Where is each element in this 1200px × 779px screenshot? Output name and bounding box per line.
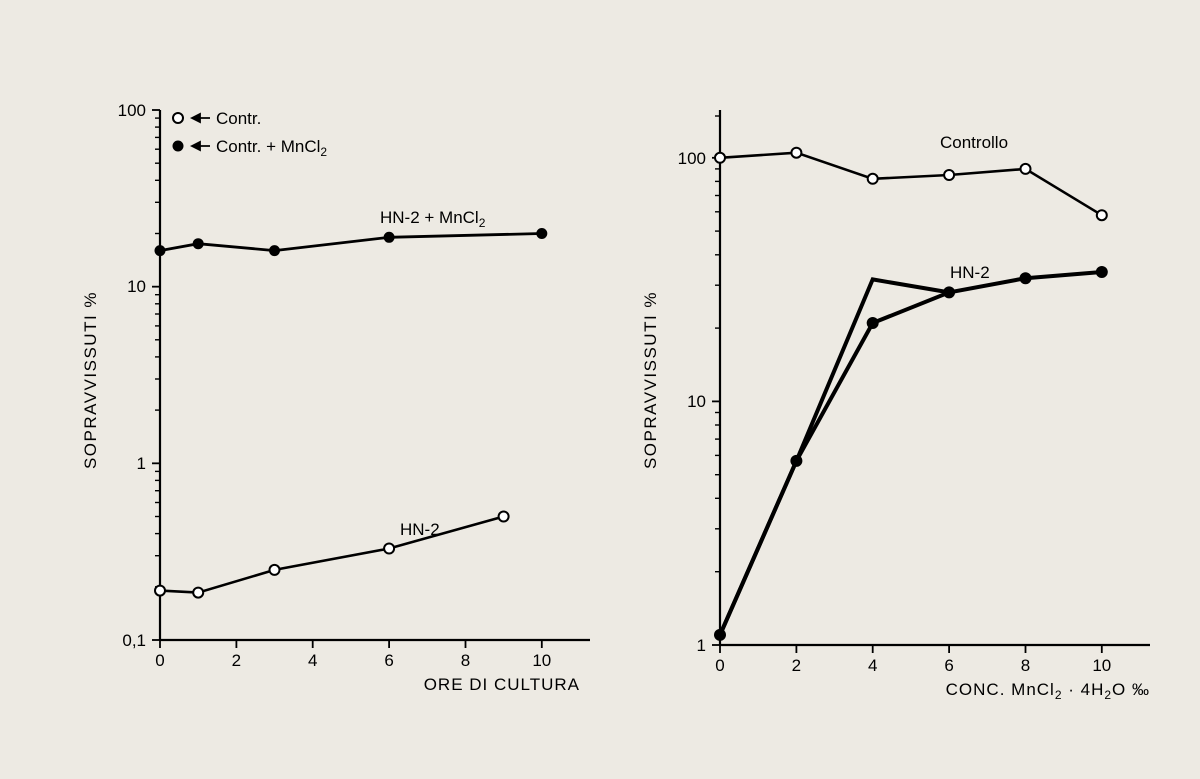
x-axis-right: 0 2 4 6 8 10 [715,645,1111,675]
xtick-label: 6 [944,656,953,675]
xtick-label: 4 [308,651,317,670]
xtick-label: 0 [155,651,164,670]
series-hn2-left [155,512,509,598]
series-label-controllo-right: Controllo [940,133,1008,152]
ytick-label: 100 [118,101,146,120]
xtick-label: 10 [1092,656,1111,675]
x-axis-left: 0 2 4 6 8 10 [155,640,551,670]
right-chart: 1 10 100 [620,80,1180,720]
ytick-label: 1 [137,454,146,473]
xtick-label: 8 [1021,656,1030,675]
series-label-hn2mncl2-left: HN-2 + MnCl2 [380,208,486,230]
left-chart: 0,1 1 10 100 [60,80,620,720]
xtick-label: 10 [532,651,551,670]
x-axis-label-left: ORE DI CULTURA [424,675,580,694]
series-hn2-right [720,279,949,635]
ytick-label: 10 [127,277,146,296]
y-axis-left: 0,1 1 10 100 [118,101,160,650]
series-controllo-right [715,148,1107,221]
ytick-label: 1 [697,636,706,655]
xtick-label: 2 [232,651,241,670]
xtick-label: 0 [715,656,724,675]
y-axis-label-right: SOPRAVVISSUTI % [641,291,660,469]
y-axis-right: 1 10 100 [678,116,720,655]
axes-left [160,110,590,640]
series-label-hn2-right: HN-2 [950,263,990,282]
xtick-label: 8 [461,651,470,670]
series-label-hn2-left: HN-2 [400,520,440,539]
series-hn2mncl2-left [155,229,547,256]
ytick-label: 10 [687,392,706,411]
series-hn2-right-fix [715,267,1108,641]
xtick-label: 4 [868,656,877,675]
axes-right [720,110,1150,645]
y-axis-label-left: SOPRAVVISSUTI % [81,291,100,469]
xtick-label: 2 [792,656,801,675]
x-axis-label-right: CONC. MnCl2 · 4H2O ‰ [946,680,1150,702]
legend-left: Contr. Contr. + MnCl2 [173,109,327,159]
legend-item-contr: Contr. [216,109,261,128]
ytick-label: 0,1 [122,631,146,650]
ytick-label: 100 [678,149,706,168]
xtick-label: 6 [384,651,393,670]
legend-item-contr-mncl2: Contr. + MnCl2 [216,137,327,159]
